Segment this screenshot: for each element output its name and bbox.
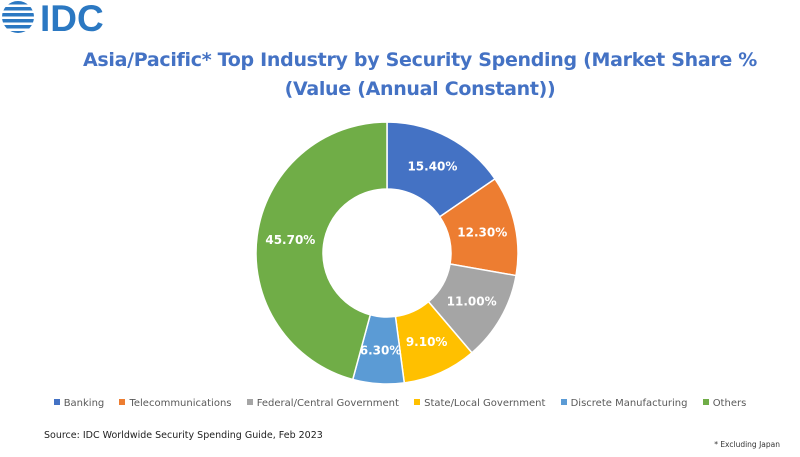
source-note: Source: IDC Worldwide Security Spending … (44, 430, 323, 441)
legend-label: Banking (63, 398, 105, 409)
chart-title: Asia/Pacific* Top Industry by Security S… (40, 46, 800, 104)
legend: Banking Telecommunications Federal/Centr… (0, 398, 800, 409)
donut-labels: 15.40% 12.30% 11.00% 9.10% 6.30% 45.70% (265, 160, 507, 358)
legend-label: Others (712, 398, 747, 409)
legend-item-banking: Banking (53, 398, 105, 409)
data-label-others: 45.70% (265, 233, 315, 247)
legend-swatch (246, 399, 253, 405)
idc-logo: IDC (0, 0, 130, 36)
data-label-banking: 15.40% (407, 160, 457, 174)
legend-item-others: Others (702, 398, 747, 409)
legend-swatch (702, 399, 709, 405)
legend-label: State/Local Government (424, 398, 546, 409)
legend-item-state-local-government: State/Local Government (414, 398, 545, 409)
title-line-1: Asia/Pacific* Top Industry by Security S… (82, 49, 758, 71)
data-label-federal-central-government: 11.00% (447, 294, 497, 308)
donut-slices (255, 121, 519, 385)
legend-swatch (53, 399, 60, 405)
legend-label: Telecommunications (129, 398, 232, 409)
footnote: * Excluding Japan (714, 440, 780, 449)
data-label-telecommunications: 12.30% (457, 225, 507, 239)
title-line-2: (Value (Annual Constant)) (284, 78, 556, 100)
legend-item-discrete-manufacturing: Discrete Manufacturing (560, 398, 688, 409)
data-label-discrete-manufacturing: 6.30% (360, 343, 402, 357)
legend-swatch (560, 399, 567, 405)
legend-swatch (119, 399, 126, 405)
globe-icon (2, 1, 34, 33)
logo-text: IDC (40, 0, 104, 36)
legend-label: Federal/Central Government (256, 398, 399, 409)
donut-slice-others (255, 121, 388, 381)
legend-item-telecommunications: Telecommunications (119, 398, 232, 409)
data-label-state-local-government: 9.10% (406, 335, 448, 349)
legend-item-federal-central-government: Federal/Central Government (246, 398, 399, 409)
legend-swatch (414, 399, 421, 405)
legend-label: Discrete Manufacturing (570, 398, 688, 409)
